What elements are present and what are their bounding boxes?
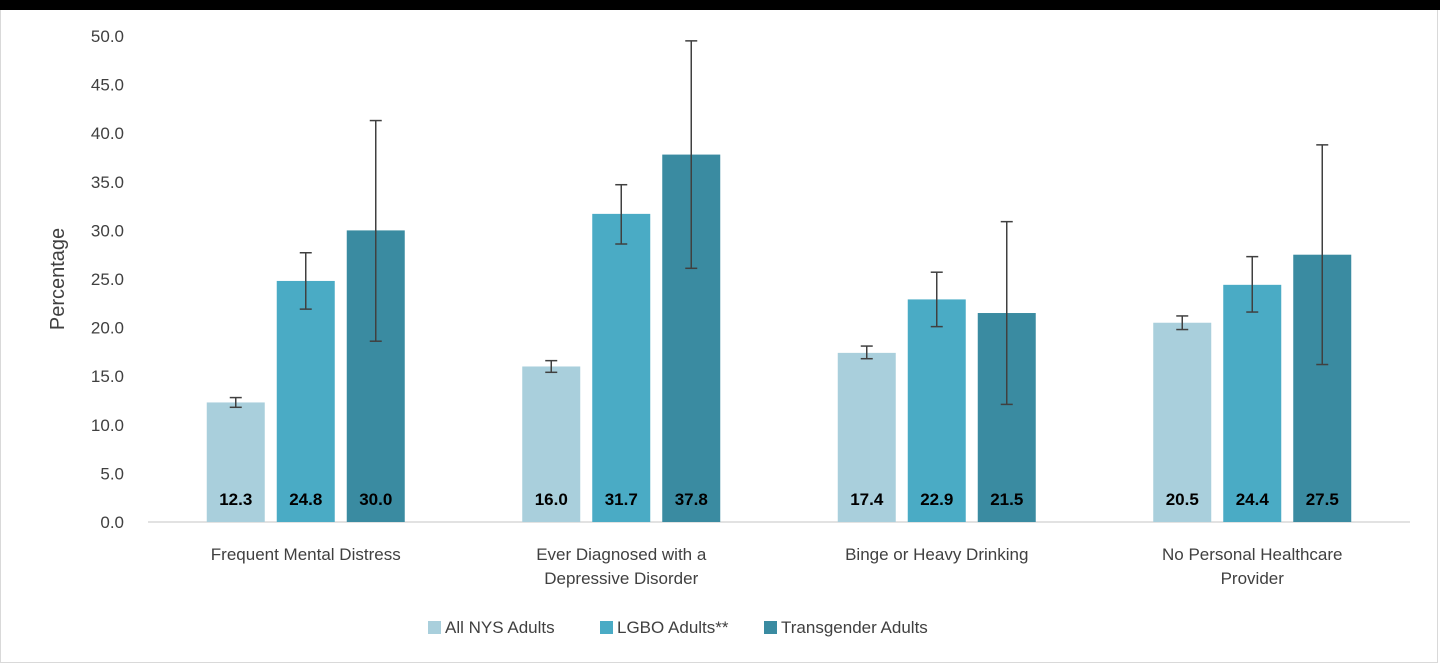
y-tick-label: 45.0 bbox=[91, 76, 124, 95]
x-category-label: Ever Diagnosed with a bbox=[536, 545, 707, 564]
data-label: 17.4 bbox=[850, 490, 884, 509]
x-category-label: No Personal Healthcare bbox=[1162, 545, 1342, 564]
data-label: 37.8 bbox=[675, 490, 708, 509]
y-tick-label: 30.0 bbox=[91, 221, 124, 240]
data-label: 24.4 bbox=[1236, 490, 1270, 509]
bar bbox=[837, 352, 896, 522]
legend-swatch bbox=[428, 621, 441, 634]
y-tick-label: 15.0 bbox=[91, 367, 124, 386]
x-category-label: Depressive Disorder bbox=[544, 569, 698, 588]
bar bbox=[1153, 322, 1212, 522]
data-label: 24.8 bbox=[289, 490, 322, 509]
y-tick-label: 35.0 bbox=[91, 173, 124, 192]
y-tick-label: 25.0 bbox=[91, 270, 124, 289]
chart-frame bbox=[0, 10, 1438, 663]
bar bbox=[907, 299, 966, 522]
data-label: 12.3 bbox=[219, 490, 252, 509]
x-category-label: Binge or Heavy Drinking bbox=[845, 545, 1028, 564]
top-border-bar bbox=[0, 0, 1440, 10]
bar bbox=[592, 213, 651, 522]
data-label: 31.7 bbox=[605, 490, 638, 509]
legend-label: LGBO Adults** bbox=[617, 618, 729, 637]
bar bbox=[206, 402, 265, 522]
bar bbox=[276, 280, 335, 522]
data-label: 22.9 bbox=[920, 490, 953, 509]
legend-swatch bbox=[764, 621, 777, 634]
legend-label: Transgender Adults bbox=[781, 618, 928, 637]
y-tick-label: 40.0 bbox=[91, 124, 124, 143]
data-label: 27.5 bbox=[1306, 490, 1339, 509]
data-label: 21.5 bbox=[990, 490, 1023, 509]
y-tick-label: 10.0 bbox=[91, 416, 124, 435]
data-label: 30.0 bbox=[359, 490, 392, 509]
y-tick-label: 50.0 bbox=[91, 27, 124, 46]
x-category-label: Frequent Mental Distress bbox=[211, 545, 401, 564]
legend-label: All NYS Adults bbox=[445, 618, 555, 637]
legend-swatch bbox=[600, 621, 613, 634]
data-label: 20.5 bbox=[1166, 490, 1199, 509]
data-label: 16.0 bbox=[535, 490, 568, 509]
x-category-label: Provider bbox=[1221, 569, 1285, 588]
y-tick-label: 0.0 bbox=[100, 513, 124, 532]
bar bbox=[1223, 284, 1282, 522]
bar bbox=[522, 366, 581, 522]
y-tick-label: 20.0 bbox=[91, 319, 124, 338]
y-tick-label: 5.0 bbox=[100, 464, 124, 483]
y-axis-title: Percentage bbox=[47, 228, 69, 330]
